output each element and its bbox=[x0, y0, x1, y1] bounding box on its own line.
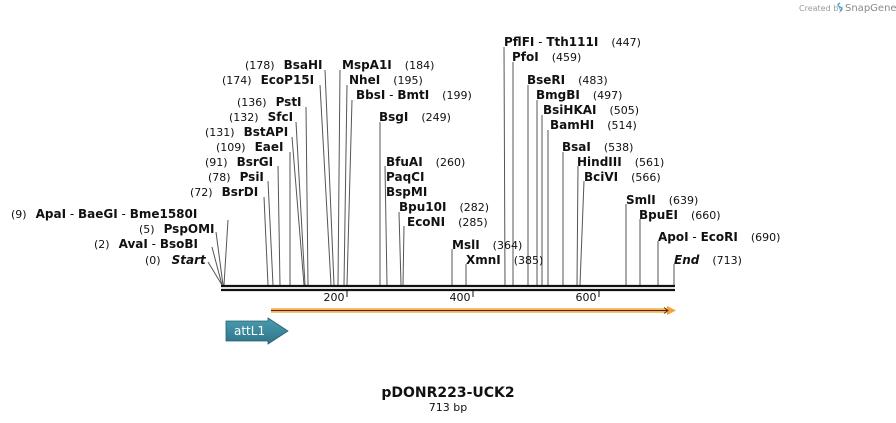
site-label[interactable]: (131) BstAPI bbox=[205, 125, 288, 139]
site-label[interactable]: BmgBI (497) bbox=[536, 88, 622, 102]
site-label[interactable]: XmnI (385) bbox=[466, 253, 543, 267]
leader-line bbox=[267, 180, 274, 286]
site-label[interactable]: (174) EcoP15I bbox=[222, 73, 314, 87]
site-label[interactable]: Bpu10I (282) bbox=[399, 200, 489, 214]
leader-line bbox=[211, 246, 223, 286]
site-label[interactable]: BciVI (566) bbox=[584, 170, 661, 184]
site-label[interactable]: (2) AvaI - BsoBI bbox=[94, 237, 198, 251]
site-label[interactable]: End (713) bbox=[674, 253, 742, 267]
leader-line bbox=[319, 84, 332, 286]
site-label[interactable]: PaqCI bbox=[386, 170, 424, 184]
leader-line bbox=[207, 261, 223, 286]
axis-tick-label: 400 bbox=[450, 291, 471, 304]
site-label[interactable]: NheI (195) bbox=[349, 73, 423, 87]
feature-attL1-label: attL1 bbox=[234, 324, 265, 338]
site-label[interactable]: BsiHKAI (505) bbox=[543, 103, 639, 117]
site-label[interactable]: (132) SfcI bbox=[229, 110, 293, 124]
leader-line bbox=[295, 121, 306, 286]
site-leader-lines bbox=[207, 46, 675, 286]
site-label[interactable]: (72) BsrDI bbox=[190, 185, 258, 199]
site-label[interactable]: (5) PspOMI bbox=[139, 222, 215, 236]
leader-line bbox=[503, 46, 506, 286]
site-label[interactable]: (78) PsiI bbox=[208, 170, 264, 184]
leader-line bbox=[215, 231, 224, 286]
plasmid-title: pDONR223-UCK2 bbox=[381, 385, 514, 401]
leader-line bbox=[324, 69, 335, 286]
site-label[interactable]: BsaI (538) bbox=[562, 140, 633, 154]
site-label[interactable]: EcoNI (285) bbox=[407, 215, 488, 229]
leader-line bbox=[291, 136, 305, 286]
axis-tick-label: 200 bbox=[324, 291, 345, 304]
sequence-backbone bbox=[221, 284, 675, 292]
site-label[interactable]: BpuEI (660) bbox=[639, 208, 721, 222]
left-labels: (0) Start (2) AvaI - BsoBI (5) PspOMI (9) Ap… bbox=[11, 58, 323, 267]
leader-line bbox=[223, 219, 229, 286]
site-label[interactable]: HindIII (561) bbox=[577, 155, 664, 169]
site-label[interactable]: SmlI (639) bbox=[626, 193, 698, 207]
site-label[interactable]: BfuAI (260) bbox=[386, 155, 465, 169]
site-label[interactable]: BamHI (514) bbox=[550, 118, 637, 132]
site-label[interactable]: (91) BsrGI bbox=[205, 155, 273, 169]
leader-line bbox=[343, 84, 348, 286]
leader-line bbox=[402, 225, 405, 286]
leader-line bbox=[579, 180, 585, 286]
right-labels: MspA1I (184) NheI (195) BbsI - BmtI (199) B… bbox=[342, 35, 780, 267]
leader-line bbox=[277, 165, 281, 286]
site-label[interactable]: BseRI (483) bbox=[527, 73, 608, 87]
axis: 200 400 600 bbox=[324, 291, 600, 304]
leader-line bbox=[263, 196, 269, 286]
leader-line bbox=[305, 106, 309, 286]
primer-arrow[interactable] bbox=[271, 306, 676, 315]
axis-tick-label: 600 bbox=[576, 291, 597, 304]
site-label[interactable]: (178) BsaHI bbox=[245, 58, 323, 72]
feature-attL1[interactable]: attL1 bbox=[225, 317, 289, 345]
leader-line bbox=[384, 165, 388, 286]
site-label[interactable]: BspMI bbox=[386, 185, 427, 199]
leader-line bbox=[576, 165, 579, 286]
snapgene-brand: SnapGene bbox=[845, 3, 896, 14]
plasmid-length: 713 bp bbox=[429, 401, 467, 414]
site-label[interactable]: (9) ApaI - BaeGI - Bme1580I bbox=[11, 207, 197, 221]
site-label[interactable]: PflFI - Tth111I (447) bbox=[504, 35, 641, 49]
site-label[interactable]: (136) PstI bbox=[237, 95, 302, 109]
site-label[interactable]: PfoI (459) bbox=[512, 50, 581, 64]
snapgene-logo-icon bbox=[837, 2, 843, 12]
credit-text: Created by bbox=[799, 4, 843, 13]
leader-line bbox=[398, 211, 402, 286]
site-label[interactable]: (0) Start bbox=[145, 253, 207, 267]
leader-line bbox=[346, 99, 353, 286]
site-label[interactable]: BbsI - BmtI (199) bbox=[356, 88, 472, 102]
site-label[interactable]: (109) EaeI bbox=[216, 140, 284, 154]
site-label[interactable]: BsgI (249) bbox=[379, 110, 451, 124]
site-label[interactable]: MspA1I (184) bbox=[342, 58, 434, 72]
site-label[interactable]: MslI (364) bbox=[452, 238, 522, 252]
leader-line bbox=[337, 69, 341, 286]
site-label[interactable]: ApoI - EcoRI (690) bbox=[658, 230, 780, 244]
